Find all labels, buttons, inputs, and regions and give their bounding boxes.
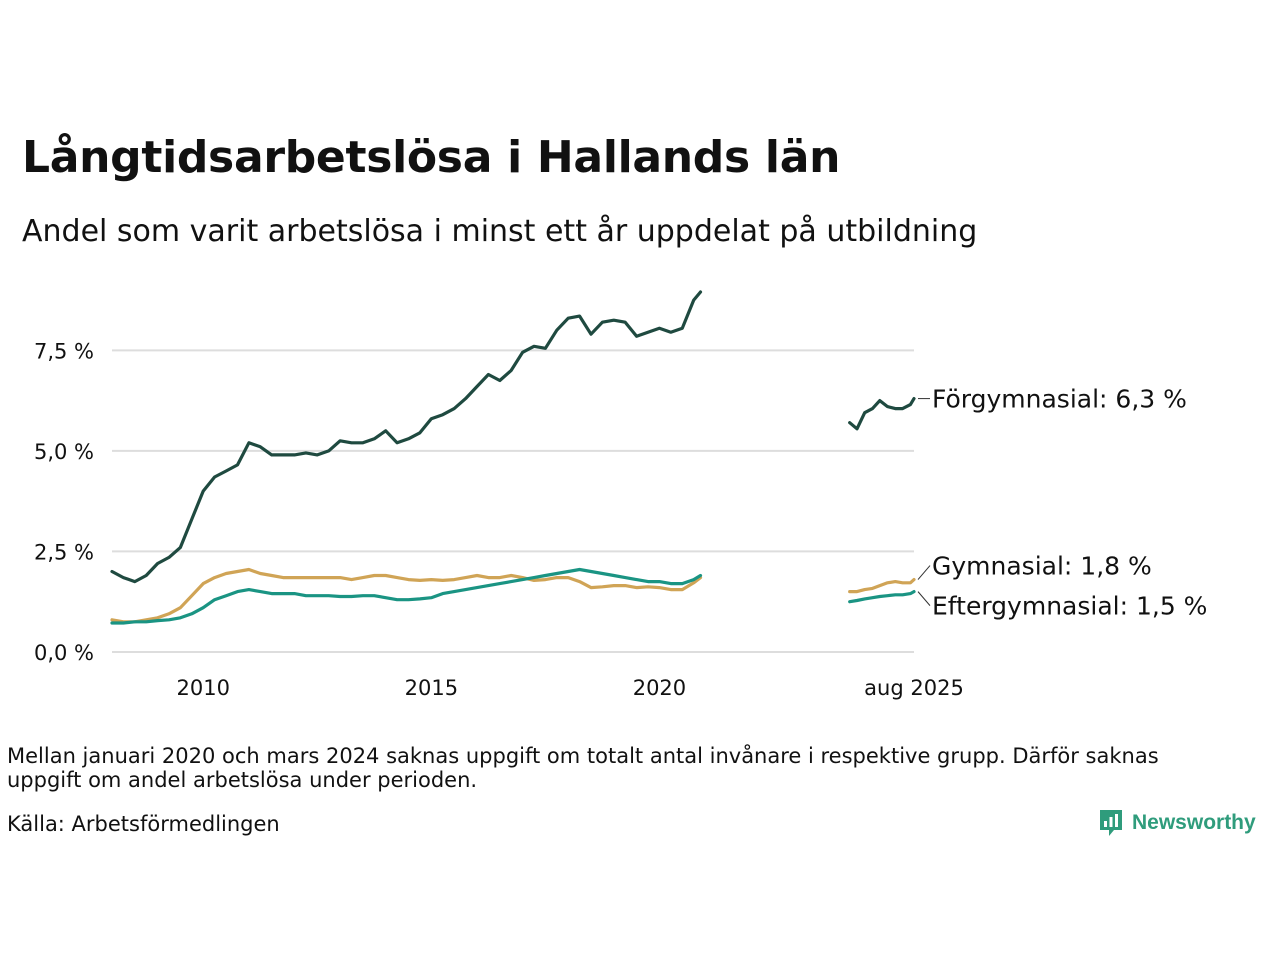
x-tick-label: aug 2025 (864, 676, 964, 700)
x-tick-label: 2020 (633, 676, 686, 700)
x-tick-label: 2015 (405, 676, 458, 700)
brand-name: Newsworthy (1132, 811, 1256, 834)
label-leader-eftergymnasial (917, 591, 931, 606)
grid-lines (112, 349, 914, 653)
series-line-eftergymnasial-0 (110, 567, 703, 625)
series-lines (110, 290, 916, 625)
series-line-f-rgymnasial-1 (848, 397, 916, 431)
source-note: Källa: Arbetsförmedlingen (7, 812, 280, 836)
y-tick-label: 0,0 % (34, 641, 94, 665)
brand-logo: Newsworthy (1098, 808, 1256, 838)
y-tick-label: 7,5 % (34, 339, 94, 363)
series-line-f-rgymnasial-0 (110, 290, 703, 584)
series-line-gymnasial-1 (848, 578, 916, 594)
chart-subtitle: Andel som varit arbetslösa i minst ett å… (22, 214, 978, 249)
series-end-labels: Förgymnasial: 6,3 % Gymnasial: 1,8 % Efter… (917, 385, 1207, 621)
y-tick-label: 2,5 % (34, 540, 94, 564)
series-label-f-rgymnasial: Förgymnasial: 6,3 % (932, 385, 1187, 414)
x-axis-ticks: 2010 2015 2020 aug 2025 (177, 676, 964, 700)
series-line-eftergymnasial-1 (848, 590, 916, 604)
y-axis-ticks: 0,0 % 2,5 % 5,0 % 7,5 % (34, 339, 94, 665)
label-leader-gymnasial (917, 565, 931, 580)
series-label-eftergymnasial: Eftergymnasial: 1,5 % (932, 592, 1207, 621)
x-tick-label: 2010 (177, 676, 230, 700)
chart-title: Långtidsarbetslösa i Hallands län (22, 132, 841, 183)
series-line-gymnasial-0 (110, 567, 703, 624)
y-tick-label: 5,0 % (34, 440, 94, 464)
footnote: Mellan januari 2020 och mars 2024 saknas… (7, 744, 1159, 792)
newsworthy-logo-icon (1100, 810, 1122, 836)
series-label-gymnasial: Gymnasial: 1,8 % (932, 552, 1152, 581)
